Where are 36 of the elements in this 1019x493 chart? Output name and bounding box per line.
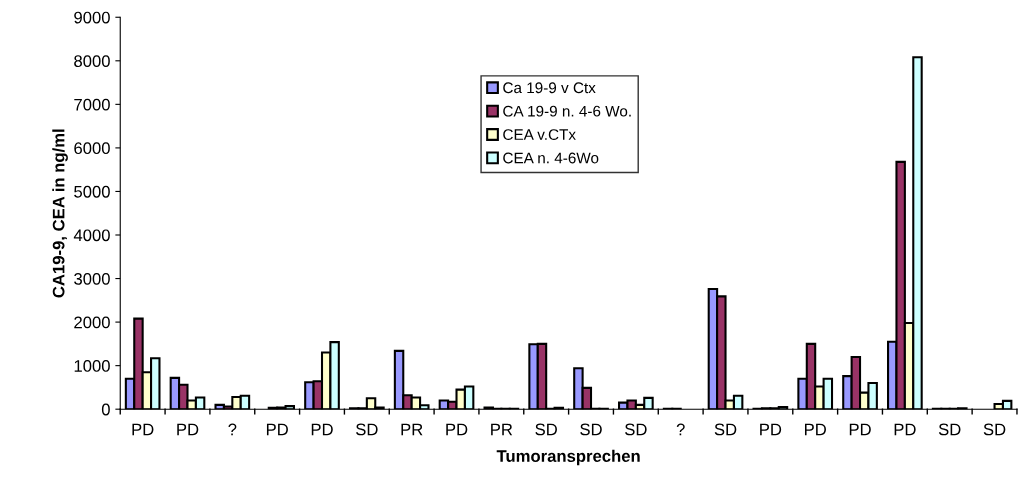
x-tick-label: SD xyxy=(580,423,602,436)
y-tick-label: 0 xyxy=(101,403,110,416)
x-tick-label: ? xyxy=(228,423,237,436)
y-tick-label: 9000 xyxy=(74,11,110,24)
x-tick-label: PD xyxy=(760,423,782,436)
y-tick-label: 4000 xyxy=(73,229,110,242)
x-axis-title: Tumoransprechen xyxy=(496,449,640,466)
x-tick-label: SD xyxy=(356,423,378,436)
x-tick-label: ? xyxy=(676,423,685,436)
x-tick-label: PD xyxy=(266,423,288,436)
legend-label: CEA n. 4-6Wo xyxy=(503,152,599,164)
x-tick-label: PD xyxy=(132,423,154,436)
x-tick-label: SD xyxy=(535,423,557,436)
y-tick-label: 3000 xyxy=(74,272,110,285)
x-tick-label: PR xyxy=(401,423,423,436)
x-tick-label: SD xyxy=(625,423,647,436)
x-tick-label: SD xyxy=(714,423,737,436)
x-tick-label: PD xyxy=(804,423,826,436)
y-tick-label: 1000 xyxy=(74,360,110,372)
x-tick-label: PD xyxy=(849,423,871,436)
x-tick-label: PD xyxy=(446,423,468,436)
x-tick-label: SD xyxy=(938,423,961,436)
x-tick-label: SD xyxy=(983,423,1006,436)
y-tick-label: 6000 xyxy=(74,142,110,155)
legend-label: Ca 19-9 v Ctx xyxy=(503,82,596,94)
legend-label: CA 19-9 n. 4-6 Wo. xyxy=(503,105,631,117)
x-tick-label: PD xyxy=(894,423,916,436)
x-tick-label: PD xyxy=(177,423,199,436)
y-tick-label: 2000 xyxy=(74,316,110,329)
x-tick-label: PR xyxy=(491,423,513,436)
y-tick-label: 5000 xyxy=(74,185,110,198)
y-axis-title: CA19-9, CEA in ng/ml xyxy=(52,129,68,298)
x-tick-label: PD xyxy=(311,423,333,436)
y-tick-label: 7000 xyxy=(74,98,110,111)
legend-label: CEA v.CTx xyxy=(503,129,576,140)
y-tick-label: 8000 xyxy=(74,55,110,68)
